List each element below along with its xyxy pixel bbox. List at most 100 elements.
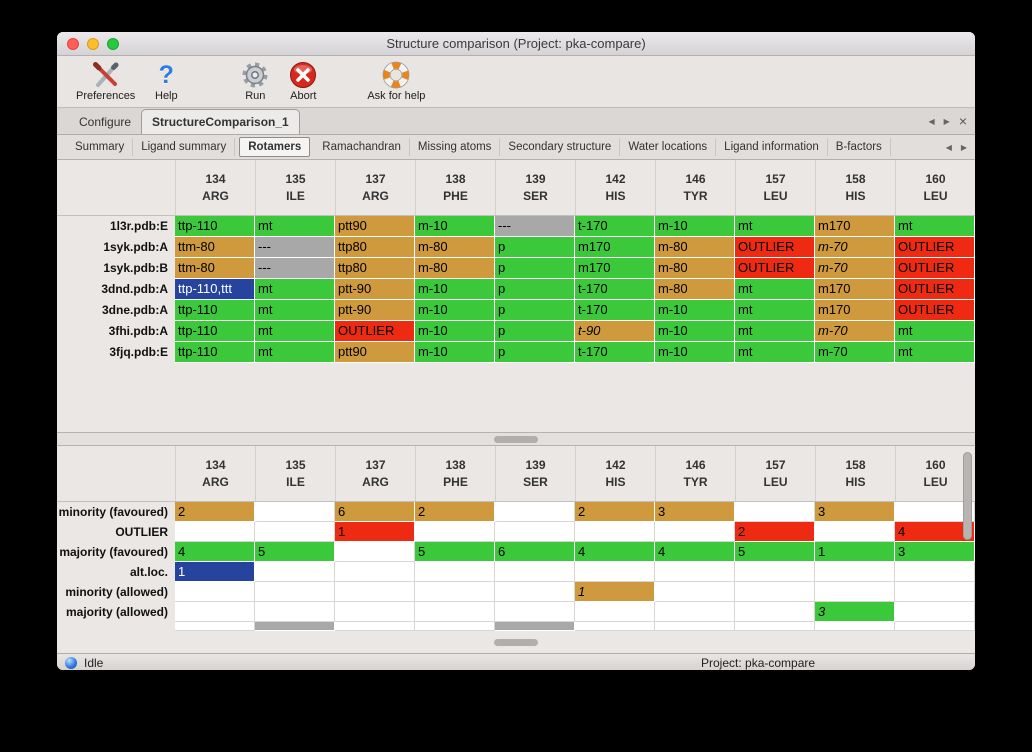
table-cell[interactable]: --- [495,216,575,237]
table-cell[interactable]: m-10 [415,321,495,342]
table-cell[interactable] [495,622,575,631]
table-cell[interactable]: OUTLIER [895,279,975,300]
table-cell[interactable]: ptt-90 [335,279,415,300]
table-cell[interactable]: 2 [415,502,495,522]
table-cell[interactable]: mt [895,216,975,237]
preferences-button[interactable]: Preferences [76,59,135,102]
table-cell[interactable]: m-10 [415,342,495,363]
table-cell[interactable] [815,622,895,631]
table-cell[interactable] [815,562,895,582]
tab-close-icon[interactable]: × [958,113,967,129]
zoom-window-button[interactable] [107,37,119,50]
table-cell[interactable] [255,502,335,522]
tab-ramachandran[interactable]: Ramachandran [314,138,410,156]
table-cell[interactable] [175,602,255,622]
table-cell[interactable]: 4 [655,542,735,562]
table-cell[interactable]: 4 [575,542,655,562]
table-cell[interactable]: t-90 [575,321,655,342]
table-cell[interactable]: p [495,258,575,279]
table-cell[interactable]: 5 [255,542,335,562]
table-cell[interactable]: 6 [495,542,575,562]
column-header-138[interactable]: 138 PHE [415,160,495,215]
column-header-160[interactable]: 160 LEU [895,160,975,215]
table-cell[interactable] [415,602,495,622]
column-header-137[interactable]: 137 ARG [335,446,415,501]
table-cell[interactable] [575,522,655,542]
row-label[interactable]: alt.loc. [129,565,168,579]
table-cell[interactable] [495,522,575,542]
table-cell[interactable]: 1 [815,542,895,562]
table-cell[interactable] [735,582,815,602]
table-cell[interactable]: mt [255,342,335,363]
table-cell[interactable]: OUTLIER [895,258,975,279]
table-cell[interactable]: mt [735,321,815,342]
table-cell[interactable]: OUTLIER [335,321,415,342]
table-cell[interactable]: mt [735,300,815,321]
table-cell[interactable] [255,522,335,542]
table-cell[interactable] [575,622,655,631]
row-label[interactable]: majority (favoured) [59,545,168,559]
table-cell[interactable]: ttp-110,ttt [175,279,255,300]
view-tab-next-icon[interactable]: ▶ [960,142,967,152]
row-label[interactable]: OUTLIER [115,525,168,539]
column-header-139[interactable]: 139 SER [495,160,575,215]
table-cell[interactable]: 5 [735,542,815,562]
table-cell[interactable]: m170 [815,300,895,321]
abort-button[interactable]: Abort [286,59,320,102]
table-cell[interactable]: OUTLIER [735,237,815,258]
tab-summary[interactable]: Summary [67,138,134,156]
table-cell[interactable] [495,562,575,582]
table-cell[interactable]: m170 [815,216,895,237]
table-cell[interactable]: 3 [815,602,895,622]
row-label[interactable]: 1syk.pdb:B [103,261,168,275]
column-header-135[interactable]: 135 ILE [255,446,335,501]
table-cell[interactable]: m-70 [815,342,895,363]
table-cell[interactable]: m-10 [655,321,735,342]
row-label[interactable]: 3fhi.pdb:A [108,324,168,338]
row-label[interactable]: majority (allowed) [65,605,168,619]
table-cell[interactable] [655,582,735,602]
vertical-scrollbar[interactable] [962,452,973,602]
tab-next-icon[interactable]: ▶ [943,116,950,126]
table-cell[interactable] [335,542,415,562]
column-header-158[interactable]: 158 HIS [815,160,895,215]
table-cell[interactable]: p [495,342,575,363]
table-cell[interactable]: m-80 [655,279,735,300]
table-cell[interactable]: ttp-110 [175,342,255,363]
table-cell[interactable]: 5 [415,542,495,562]
table-cell[interactable]: m170 [575,237,655,258]
lower-splitter-handle[interactable] [494,638,538,646]
table-cell[interactable] [335,582,415,602]
table-cell[interactable] [735,502,815,522]
help-button[interactable]: ? Help [149,59,183,103]
tab-configure[interactable]: Configure [79,115,132,129]
table-cell[interactable]: m-80 [655,258,735,279]
table-cell[interactable]: 3 [895,542,975,562]
table-cell[interactable] [415,522,495,542]
column-header-139[interactable]: 139 SER [495,446,575,501]
table-cell[interactable] [255,602,335,622]
tab-missing-atoms[interactable]: Missing atoms [410,138,501,156]
table-cell[interactable]: m-10 [655,216,735,237]
table-cell[interactable]: m-10 [655,300,735,321]
table-cell[interactable]: 2 [175,502,255,522]
tab-prev-icon[interactable]: ◀ [928,116,935,126]
table-cell[interactable] [735,622,815,631]
table-cell[interactable]: --- [255,237,335,258]
column-header-142[interactable]: 142 HIS [575,160,655,215]
column-header-142[interactable]: 142 HIS [575,446,655,501]
table-cell[interactable]: mt [735,279,815,300]
table-cell[interactable]: mt [255,300,335,321]
table-cell[interactable] [655,622,735,631]
table-cell[interactable] [255,622,335,631]
table-cell[interactable]: ptt90 [335,342,415,363]
table-cell[interactable]: mt [255,279,335,300]
close-window-button[interactable] [67,37,79,50]
table-cell[interactable] [815,522,895,542]
view-tab-prev-icon[interactable]: ◀ [945,142,952,152]
tab-ligand-information[interactable]: Ligand information [716,138,828,156]
table-cell[interactable]: m-80 [655,237,735,258]
table-cell[interactable] [415,562,495,582]
column-header-157[interactable]: 157 LEU [735,446,815,501]
table-cell[interactable]: p [495,279,575,300]
